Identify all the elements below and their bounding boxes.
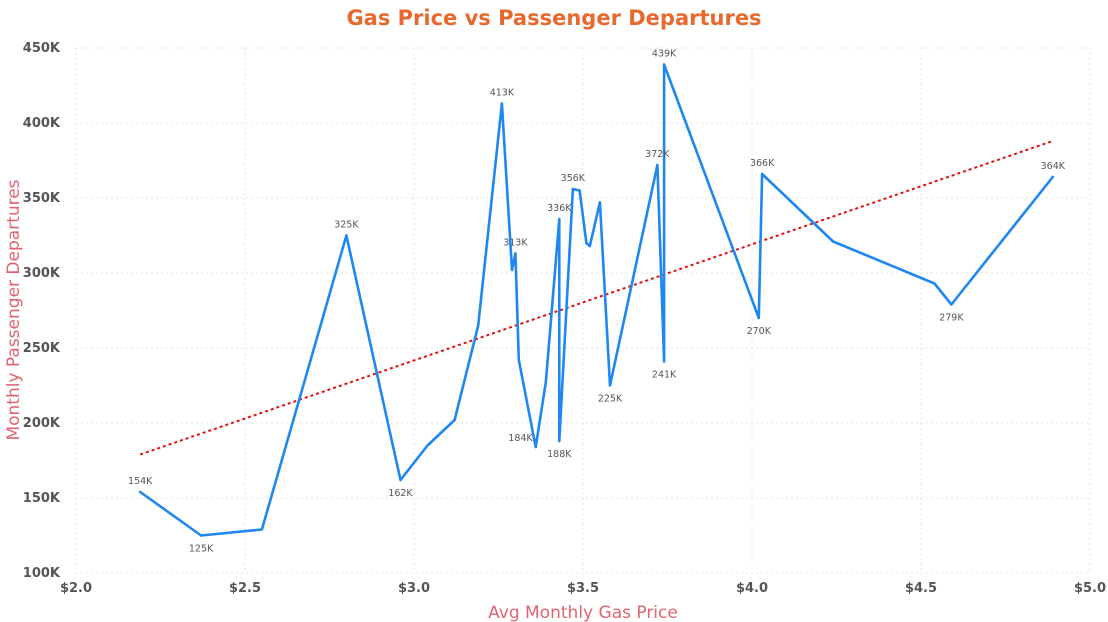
y-tick-label: 300K [23,266,61,281]
gridlines [75,47,1091,574]
data-point [1051,175,1055,179]
y-tick-label: 200K [23,416,61,431]
data-point [571,187,575,191]
data-point [544,381,548,384]
data-point [662,360,666,363]
x-tick-label: $3.5 [567,581,599,596]
data-point [558,217,561,221]
data-point [760,172,764,176]
data-label: 325K [334,220,359,231]
data-label: 154K [128,476,153,487]
data-point [950,303,953,306]
data-point [399,478,402,482]
x-tick-label: $4.0 [736,581,768,596]
data-point [514,252,517,255]
y-tick-label: 150K [23,491,61,506]
x-tick-label: $2.5 [229,581,261,596]
data-label: 225K [598,394,623,405]
data-label: 413K [490,88,515,99]
trendline-layer [139,140,1054,456]
data-point [598,201,602,204]
data-point [453,418,456,422]
data-point [500,102,504,105]
axis-ticks: 100K 150K 200K 250K 300K 350K 400K 450K $2.0 $2.5… [23,41,1106,596]
data-point [933,282,936,285]
data-point [662,63,666,66]
data-label: 439K [652,49,677,60]
data-point [588,244,591,248]
data-point [578,189,581,192]
x-tick-label: $2.0 [60,581,92,596]
data-point [199,534,203,537]
data-label: 279K [939,313,964,324]
y-tick-label: 250K [23,341,61,356]
data-point [345,234,348,237]
data-label: 184K [508,433,533,444]
data-point [477,324,480,327]
data-labels: 154K 125K 325K 162K 413K 313K 184K 336K 188K 356K… [128,49,1066,555]
x-axis-title: Avg Monthly Gas Price [488,603,678,622]
y-tick-label: 350K [23,191,61,206]
y-tick-label: 450K [23,41,61,56]
data-label: 125K [189,544,214,555]
data-point [656,163,659,167]
y-tick-label: 400K [23,116,61,131]
data-point [260,528,264,531]
data-label: 356K [561,173,586,184]
data-label: 270K [747,326,772,337]
data-label: 372K [645,149,670,160]
data-label: 313K [503,238,528,249]
x-tick-label: $3.0 [398,581,430,596]
series-line [138,63,1055,537]
data-label: 364K [1041,161,1066,172]
data-point [608,384,612,387]
y-tick-label: 100K [23,566,61,581]
x-tick-label: $5.0 [1074,581,1106,596]
data-label: 241K [652,370,677,381]
data-label: 336K [547,203,572,214]
data-point [757,316,760,320]
series-line-layer [138,63,1055,537]
data-point [426,444,429,447]
data-label: 162K [388,488,413,499]
data-label: 366K [750,158,775,169]
y-axis-title: Monthly Passenger Departures [4,179,24,440]
x-tick-label: $4.5 [905,581,937,596]
data-point [510,268,514,272]
data-point [585,241,588,245]
data-point [517,358,520,362]
data-point [139,490,142,494]
data-point [831,240,835,243]
data-point [558,439,561,443]
data-label: 188K [547,449,572,460]
trendline [139,140,1054,456]
chart-title: Gas Price vs Passenger Departures [346,6,761,30]
data-point [534,445,537,449]
